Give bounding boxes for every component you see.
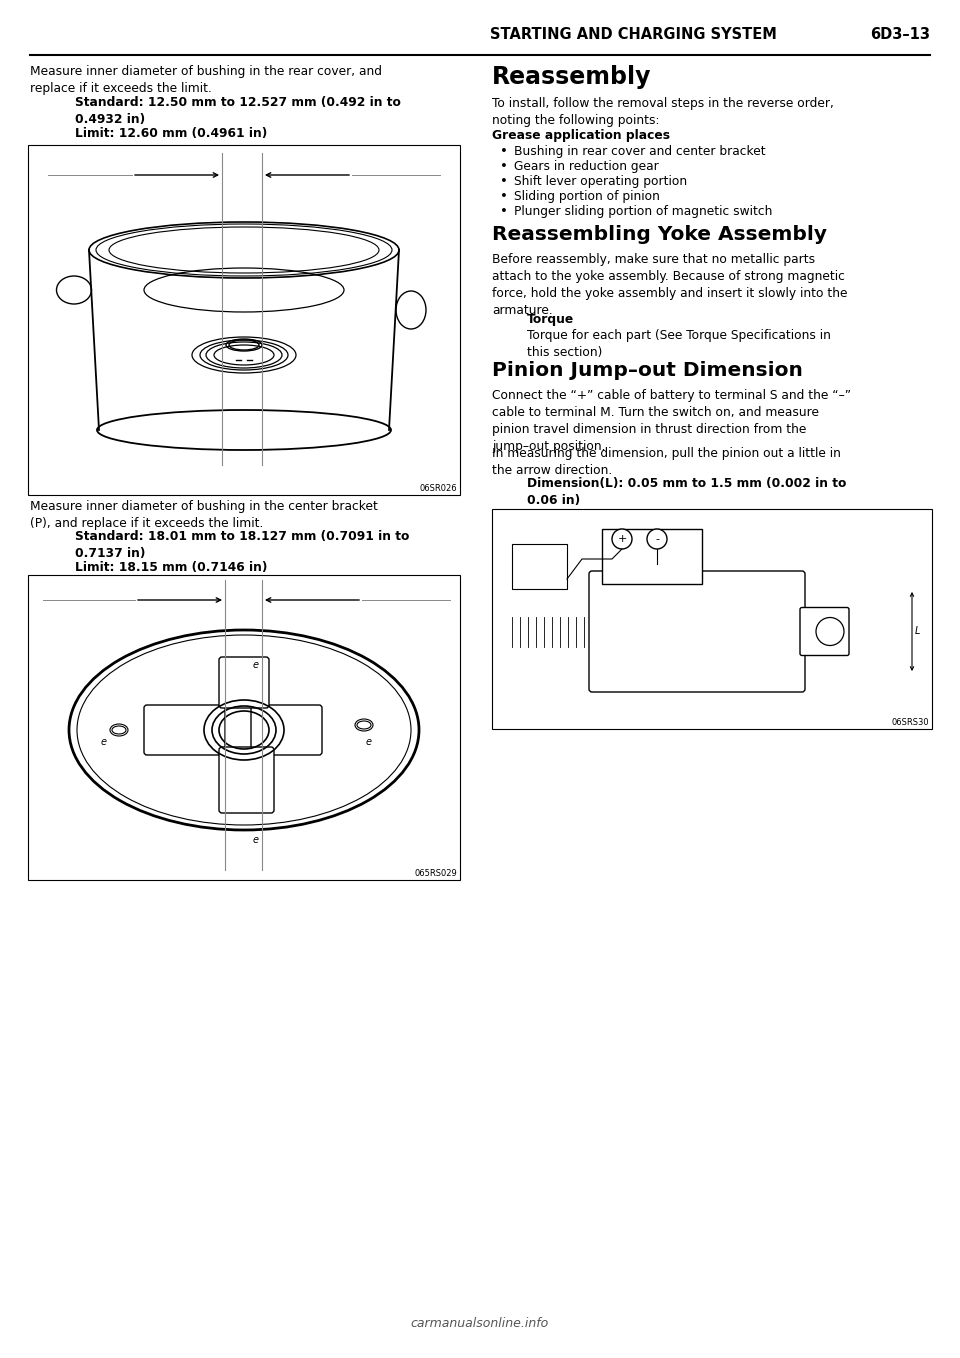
Text: STARTING AND CHARGING SYSTEM: STARTING AND CHARGING SYSTEM: [490, 27, 777, 42]
Text: •: •: [500, 175, 508, 187]
FancyBboxPatch shape: [219, 747, 274, 813]
Text: Reassembling Yoke Assembly: Reassembling Yoke Assembly: [492, 225, 827, 244]
Text: Measure inner diameter of bushing in the center bracket
(P), and replace if it e: Measure inner diameter of bushing in the…: [30, 500, 378, 530]
Text: •: •: [500, 160, 508, 172]
Text: 06SRS30: 06SRS30: [892, 718, 929, 727]
Text: carmanualsonline.info: carmanualsonline.info: [411, 1317, 549, 1329]
FancyBboxPatch shape: [219, 657, 269, 708]
Text: •: •: [500, 145, 508, 158]
Text: e: e: [101, 737, 107, 747]
Text: Standard: 18.01 mm to 18.127 mm (0.7091 in to
0.7137 in): Standard: 18.01 mm to 18.127 mm (0.7091 …: [75, 530, 409, 559]
FancyBboxPatch shape: [589, 570, 805, 693]
Bar: [28, 145, 460, 496]
Text: •: •: [500, 205, 508, 219]
Bar: [492, 509, 932, 729]
Text: Bushing in rear cover and center bracket: Bushing in rear cover and center bracket: [514, 145, 766, 158]
Text: L: L: [915, 626, 921, 637]
Text: Limit: 12.60 mm (0.4961 in): Limit: 12.60 mm (0.4961 in): [75, 128, 267, 140]
Text: -: -: [655, 534, 659, 545]
Bar: [28, 574, 460, 880]
Text: +: +: [617, 534, 627, 545]
Text: Dimension(L): 0.05 mm to 1.5 mm (0.002 in to
0.06 in): Dimension(L): 0.05 mm to 1.5 mm (0.002 i…: [527, 477, 847, 507]
Text: Grease application places: Grease application places: [492, 129, 670, 143]
Text: 6D3–13: 6D3–13: [870, 27, 930, 42]
Text: Connect the “+” cable of battery to terminal S and the “–”
cable to terminal M. : Connect the “+” cable of battery to term…: [492, 388, 852, 454]
Text: Standard: 12.50 mm to 12.527 mm (0.492 in to
0.4932 in): Standard: 12.50 mm to 12.527 mm (0.492 i…: [75, 96, 401, 126]
Circle shape: [612, 530, 632, 549]
FancyBboxPatch shape: [251, 705, 322, 755]
Text: Shift lever operating portion: Shift lever operating portion: [514, 175, 687, 187]
Text: Sliding portion of pinion: Sliding portion of pinion: [514, 190, 660, 202]
Text: Torque: Torque: [527, 312, 574, 326]
Text: Gears in reduction gear: Gears in reduction gear: [514, 160, 659, 172]
FancyBboxPatch shape: [602, 530, 702, 584]
Text: 06SR026: 06SR026: [420, 483, 457, 493]
FancyBboxPatch shape: [512, 545, 567, 589]
Text: Torque for each part (See Torque Specifications in
this section): Torque for each part (See Torque Specifi…: [527, 329, 830, 359]
Text: Plunger sliding portion of magnetic switch: Plunger sliding portion of magnetic swit…: [514, 205, 773, 219]
Text: Reassembly: Reassembly: [492, 65, 652, 90]
Text: Limit: 18.15 mm (0.7146 in): Limit: 18.15 mm (0.7146 in): [75, 561, 268, 574]
Text: Before reassembly, make sure that no metallic parts
attach to the yoke assembly.: Before reassembly, make sure that no met…: [492, 253, 848, 316]
Circle shape: [647, 530, 667, 549]
Text: Pinion Jump–out Dimension: Pinion Jump–out Dimension: [492, 361, 803, 380]
FancyBboxPatch shape: [144, 705, 225, 755]
Text: 065RS029: 065RS029: [415, 869, 457, 879]
Text: Measure inner diameter of bushing in the rear cover, and
replace if it exceeds t: Measure inner diameter of bushing in the…: [30, 65, 382, 95]
FancyBboxPatch shape: [800, 607, 849, 656]
Text: •: •: [500, 190, 508, 202]
Text: In measuring the dimension, pull the pinion out a little in
the arrow direction.: In measuring the dimension, pull the pin…: [492, 447, 841, 477]
Text: e: e: [253, 660, 259, 669]
Text: To install, follow the removal steps in the reverse order,
noting the following : To install, follow the removal steps in …: [492, 96, 834, 128]
Text: e: e: [366, 737, 372, 747]
Text: e: e: [253, 835, 259, 845]
